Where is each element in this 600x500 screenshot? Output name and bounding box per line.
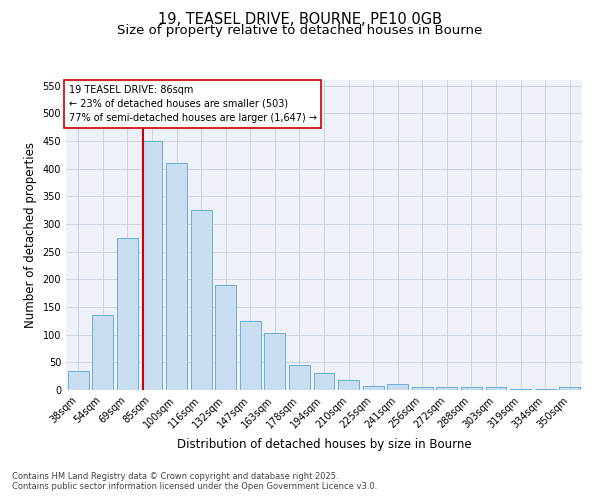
Bar (559, 386, 580, 390)
Bar (314, 374, 334, 390)
Text: Contains HM Land Registry data © Crown copyright and database right 2025.: Contains HM Land Registry data © Crown c… (12, 472, 338, 481)
Bar (166, 163, 187, 390)
Bar (289, 365, 310, 390)
Text: 19, TEASEL DRIVE, BOURNE, PE10 0GB: 19, TEASEL DRIVE, BOURNE, PE10 0GB (158, 12, 442, 28)
Bar (338, 380, 359, 390)
Bar (461, 387, 482, 390)
Bar (265, 333, 286, 390)
Bar (92, 316, 113, 390)
Y-axis label: Number of detached properties: Number of detached properties (24, 142, 37, 328)
Bar (510, 389, 531, 390)
Bar (535, 389, 556, 390)
Bar (240, 321, 261, 390)
Bar (412, 387, 433, 390)
Text: Size of property relative to detached houses in Bourne: Size of property relative to detached ho… (118, 24, 482, 37)
Bar (387, 384, 408, 390)
Bar (191, 210, 212, 390)
Bar (362, 386, 383, 390)
Bar (68, 370, 89, 390)
Text: 19 TEASEL DRIVE: 86sqm
← 23% of detached houses are smaller (503)
77% of semi-de: 19 TEASEL DRIVE: 86sqm ← 23% of detached… (68, 84, 317, 122)
Bar (117, 238, 138, 390)
Bar (436, 387, 457, 390)
Bar (215, 285, 236, 390)
Bar (485, 387, 506, 390)
Text: Contains public sector information licensed under the Open Government Licence v3: Contains public sector information licen… (12, 482, 377, 491)
X-axis label: Distribution of detached houses by size in Bourne: Distribution of detached houses by size … (176, 438, 472, 451)
Bar (142, 141, 163, 390)
